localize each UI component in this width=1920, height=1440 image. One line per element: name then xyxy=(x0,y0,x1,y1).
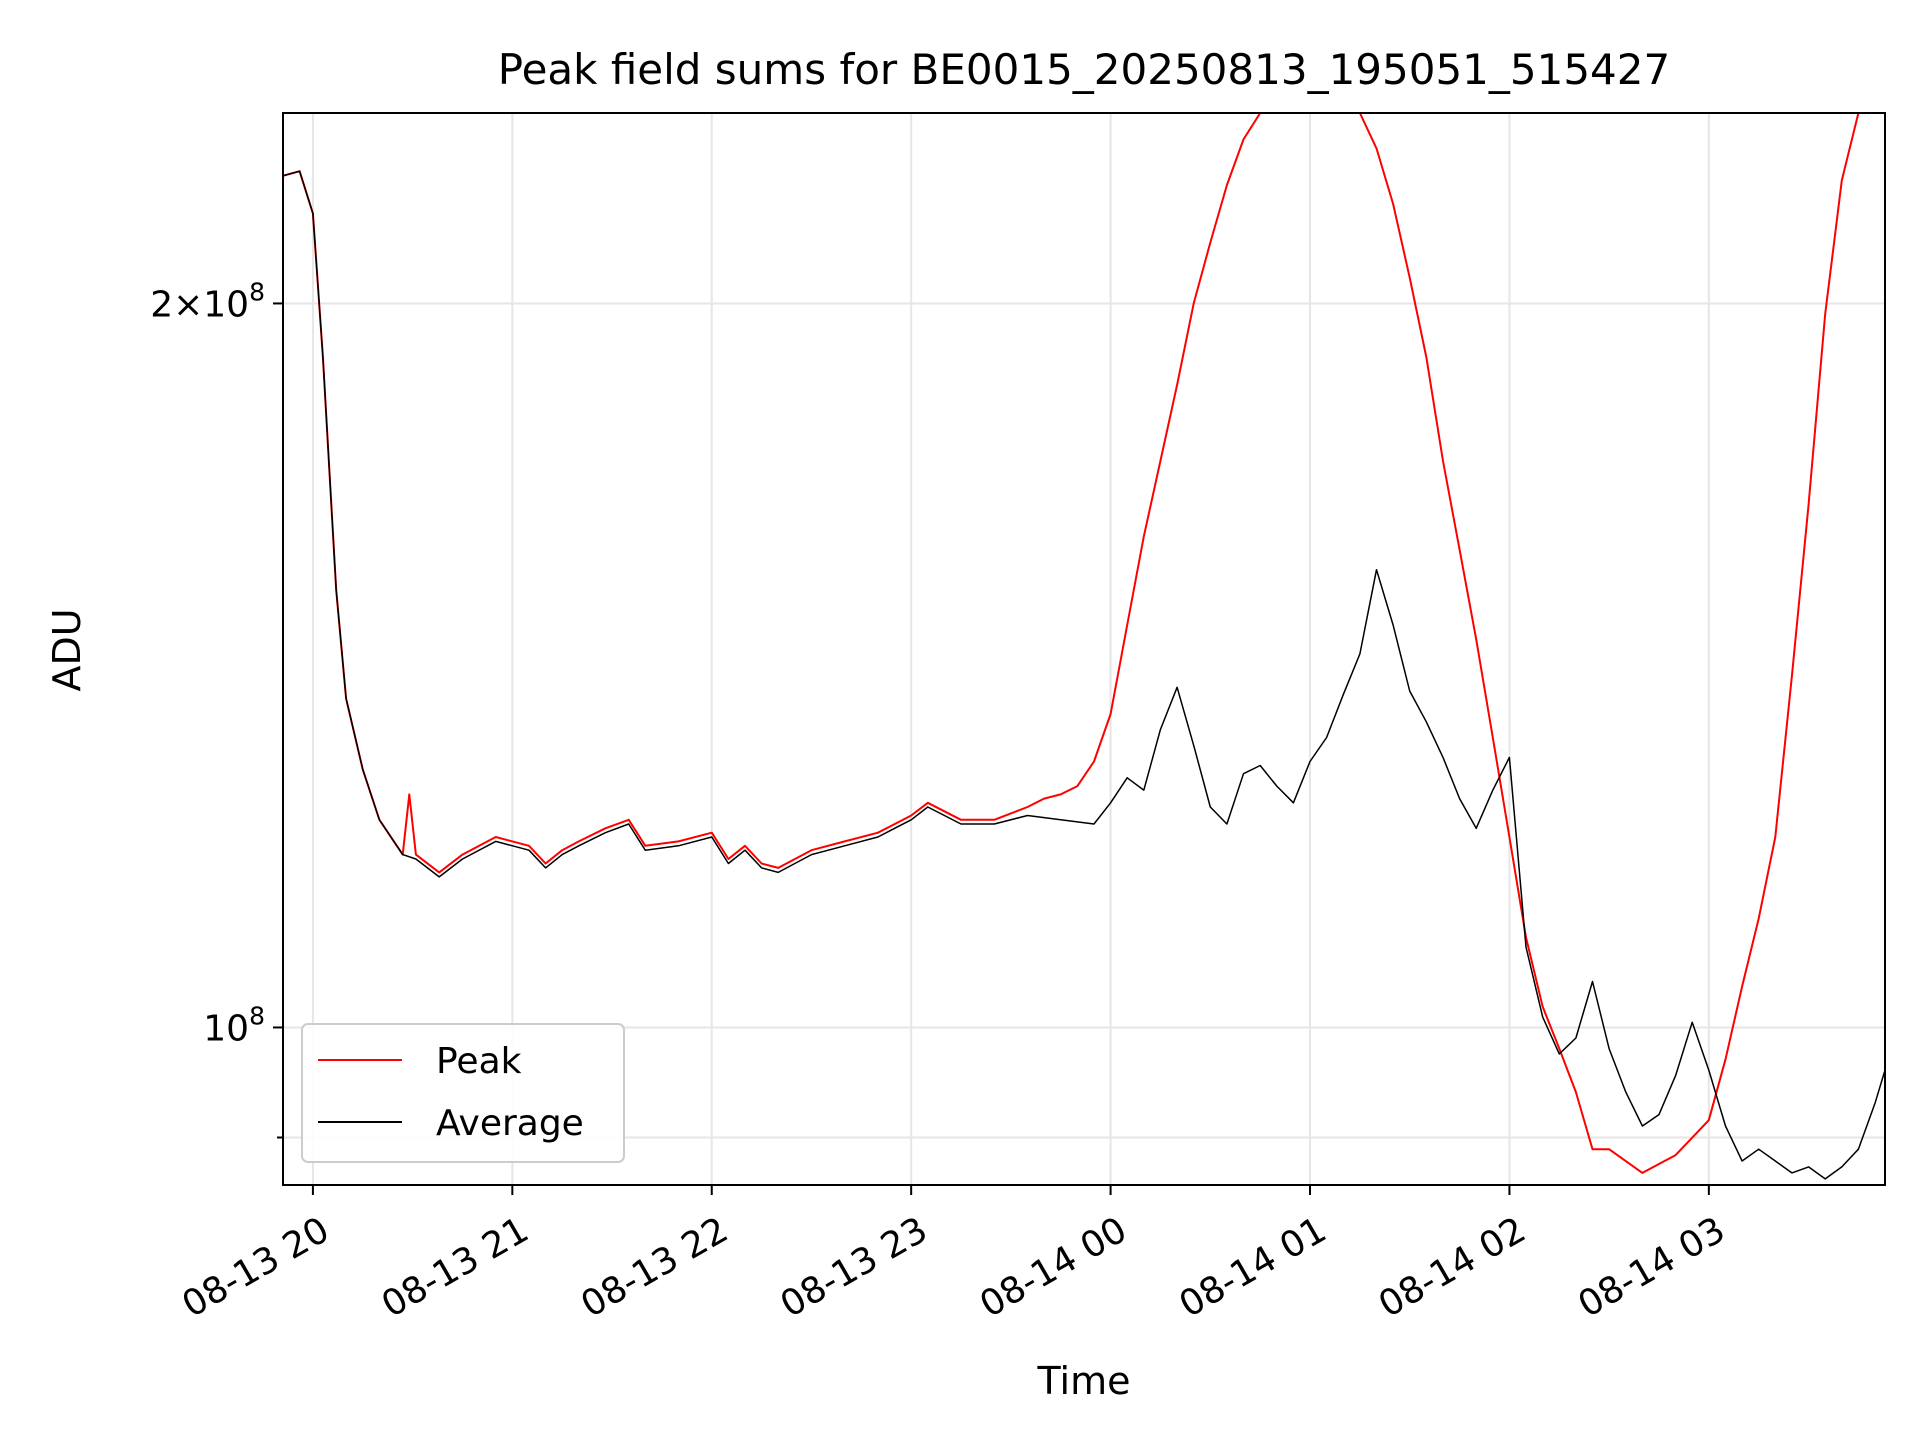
legend-box xyxy=(301,1023,625,1163)
y-tick-exponent: 8 xyxy=(249,1001,265,1030)
y-tick-label: 108 xyxy=(203,1001,265,1049)
x-axis-label: Time xyxy=(1037,1359,1131,1403)
series-line-average xyxy=(283,170,1885,1180)
legend-label-average: Average xyxy=(436,1103,584,1144)
y-axis-label: ADU xyxy=(45,608,89,691)
y-tick-mantissa: 2×10 xyxy=(150,284,249,325)
chart-title: Peak field sums for BE0015_20250813_1950… xyxy=(498,45,1670,94)
y-tick-exponent: 8 xyxy=(249,277,265,306)
plot-area xyxy=(283,113,1885,1180)
y-tick-label: 2×108 xyxy=(150,277,265,325)
legend-label-peak: Peak xyxy=(436,1041,522,1082)
series-line-peak xyxy=(283,113,1885,1174)
plot-frame xyxy=(282,112,1886,1186)
y-tick-mantissa: 10 xyxy=(203,1008,249,1049)
legend: Peak Average xyxy=(301,1023,625,1163)
